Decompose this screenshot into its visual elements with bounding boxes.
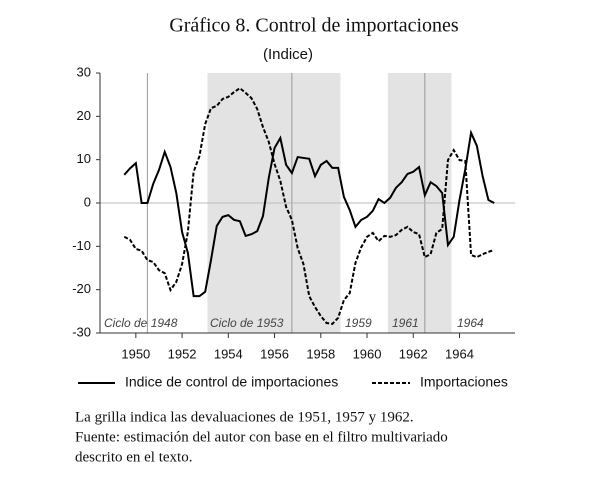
chart-title: Gráfico 8. Control de importaciones bbox=[169, 15, 459, 37]
annotation: Ciclo de 1953 bbox=[210, 316, 284, 330]
y-tick-label: -30 bbox=[72, 324, 91, 339]
series-line bbox=[123, 86, 495, 325]
note: descrito en el texto. bbox=[75, 449, 192, 465]
x-tick-label: 1956 bbox=[260, 346, 289, 361]
annotation: 1959 bbox=[345, 316, 372, 330]
x-tick-label: 1964 bbox=[445, 346, 474, 361]
y-tick-label: 10 bbox=[77, 151, 91, 166]
y-tick-label: 30 bbox=[77, 64, 91, 79]
x-tick-label: 1960 bbox=[353, 346, 382, 361]
y-tick-label: -10 bbox=[72, 238, 91, 253]
y-tick-label: -20 bbox=[72, 281, 91, 296]
annotation: 1964 bbox=[457, 316, 484, 330]
y-tick-label: 0 bbox=[84, 194, 91, 209]
annotation: Ciclo de 1948 bbox=[104, 316, 178, 330]
chart-subtitle: (Indice) bbox=[263, 46, 313, 63]
x-tick-label: 1952 bbox=[168, 346, 197, 361]
note: Fuente: estimación del autor con base en… bbox=[75, 429, 448, 445]
legend-label: Indice de control de importaciones bbox=[125, 374, 338, 390]
y-tick-label: 20 bbox=[77, 108, 91, 123]
annotation: 1961 bbox=[392, 316, 419, 330]
x-tick-label: 1958 bbox=[306, 346, 335, 361]
x-tick-label: 1962 bbox=[399, 346, 428, 361]
x-tick-label: 1954 bbox=[214, 346, 243, 361]
x-tick-label: 1950 bbox=[121, 346, 150, 361]
note: La grilla indica las devaluaciones de 19… bbox=[75, 409, 414, 425]
legend-label: Importaciones bbox=[420, 374, 508, 390]
